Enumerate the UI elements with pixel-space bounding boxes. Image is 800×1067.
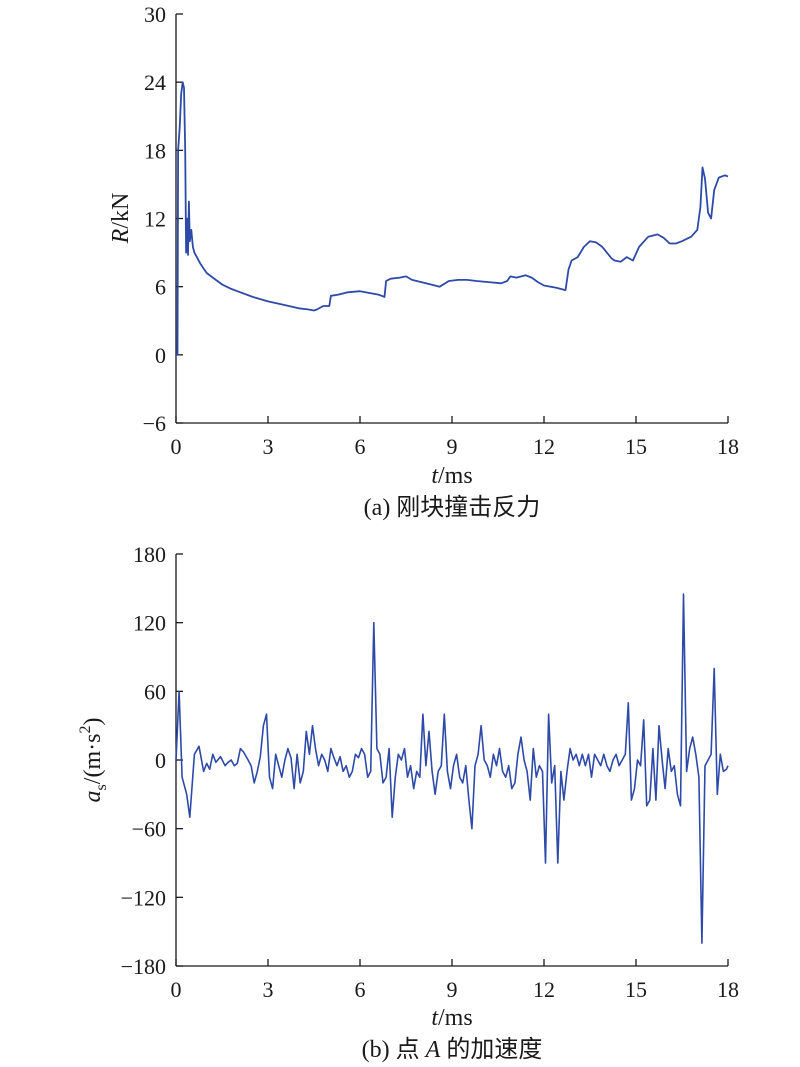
x-tick-label: 9 (447, 434, 458, 459)
y-tick-label: 24 (144, 70, 166, 95)
caption-b-prefix: (b) 点 (362, 1036, 426, 1063)
y-tick-label: −180 (121, 954, 166, 979)
x-tick-label: 15 (625, 977, 647, 1002)
x-axis-label: t/ms (431, 1005, 472, 1031)
y-axis-label-unit: /kN (108, 193, 134, 229)
y-tick-label: 18 (144, 138, 166, 163)
x-tick-label: 0 (171, 977, 182, 1002)
y-tick-label: −60 (132, 817, 166, 842)
y-tick-label: 12 (144, 207, 166, 232)
caption-a: (a) 刚块撞击反力 (364, 494, 541, 521)
x-tick-label: 9 (447, 977, 458, 1002)
y-axis-label-sub: s (93, 784, 110, 790)
y-tick-label: 120 (133, 611, 166, 636)
x-tick-label: 12 (533, 977, 555, 1002)
x-axis-label-unit: /ms (438, 463, 473, 489)
x-tick-label: 18 (717, 434, 739, 459)
x-axis-label: t/ms (431, 463, 472, 489)
x-ticks: 0 3 6 9 12 15 18 (171, 416, 739, 459)
y-tick-label: 6 (155, 275, 166, 300)
y-tick-label: 0 (155, 748, 166, 773)
y-ticks: −180 −120 −60 0 60 120 180 (121, 542, 183, 979)
y-axis-label: as/(m·s2) (77, 718, 110, 803)
x-tick-label: 3 (263, 434, 274, 459)
y-tick-label: 0 (155, 343, 166, 368)
series-line-acceleration (175, 593, 729, 944)
x-tick-label: 3 (263, 977, 274, 1002)
x-tick-label: 6 (355, 434, 366, 459)
y-axis-label-var: R (108, 228, 134, 244)
x-axis-label-var: t (431, 463, 439, 489)
y-tick-label: 30 (144, 2, 166, 27)
y-axis-label-close: ) (80, 718, 106, 726)
y-tick-label: 180 (133, 542, 166, 567)
y-axis-label: R/kN (108, 193, 134, 245)
y-tick-label: −6 (143, 411, 166, 436)
y-tick-label: −120 (121, 885, 166, 910)
caption-b-var: A (424, 1037, 441, 1063)
x-tick-label: 18 (717, 977, 739, 1002)
y-axis-label-unit: /(m·s (80, 734, 106, 785)
caption-b-suffix: 的加速度 (440, 1036, 542, 1063)
chart-panel-b: −180 −120 −60 0 60 120 180 0 3 6 9 12 15 18 as/(m·s2… (77, 542, 739, 1063)
x-tick-label: 0 (171, 434, 182, 459)
y-axis-label-sup: 2 (77, 726, 94, 734)
x-axis-label-unit: /ms (438, 1005, 473, 1031)
x-tick-label: 12 (533, 434, 555, 459)
series-line-reaction-force (176, 81, 729, 356)
y-axis-label-var: a (80, 790, 106, 802)
x-tick-label: 6 (355, 977, 366, 1002)
caption-b: (b) 点 A 的加速度 (362, 1036, 543, 1063)
x-tick-label: 15 (625, 434, 647, 459)
x-ticks: 0 3 6 9 12 15 18 (171, 959, 739, 1002)
y-tick-label: 60 (144, 679, 166, 704)
y-ticks: −6 0 6 12 18 24 30 (143, 2, 183, 436)
x-axis-label-var: t (431, 1005, 439, 1031)
